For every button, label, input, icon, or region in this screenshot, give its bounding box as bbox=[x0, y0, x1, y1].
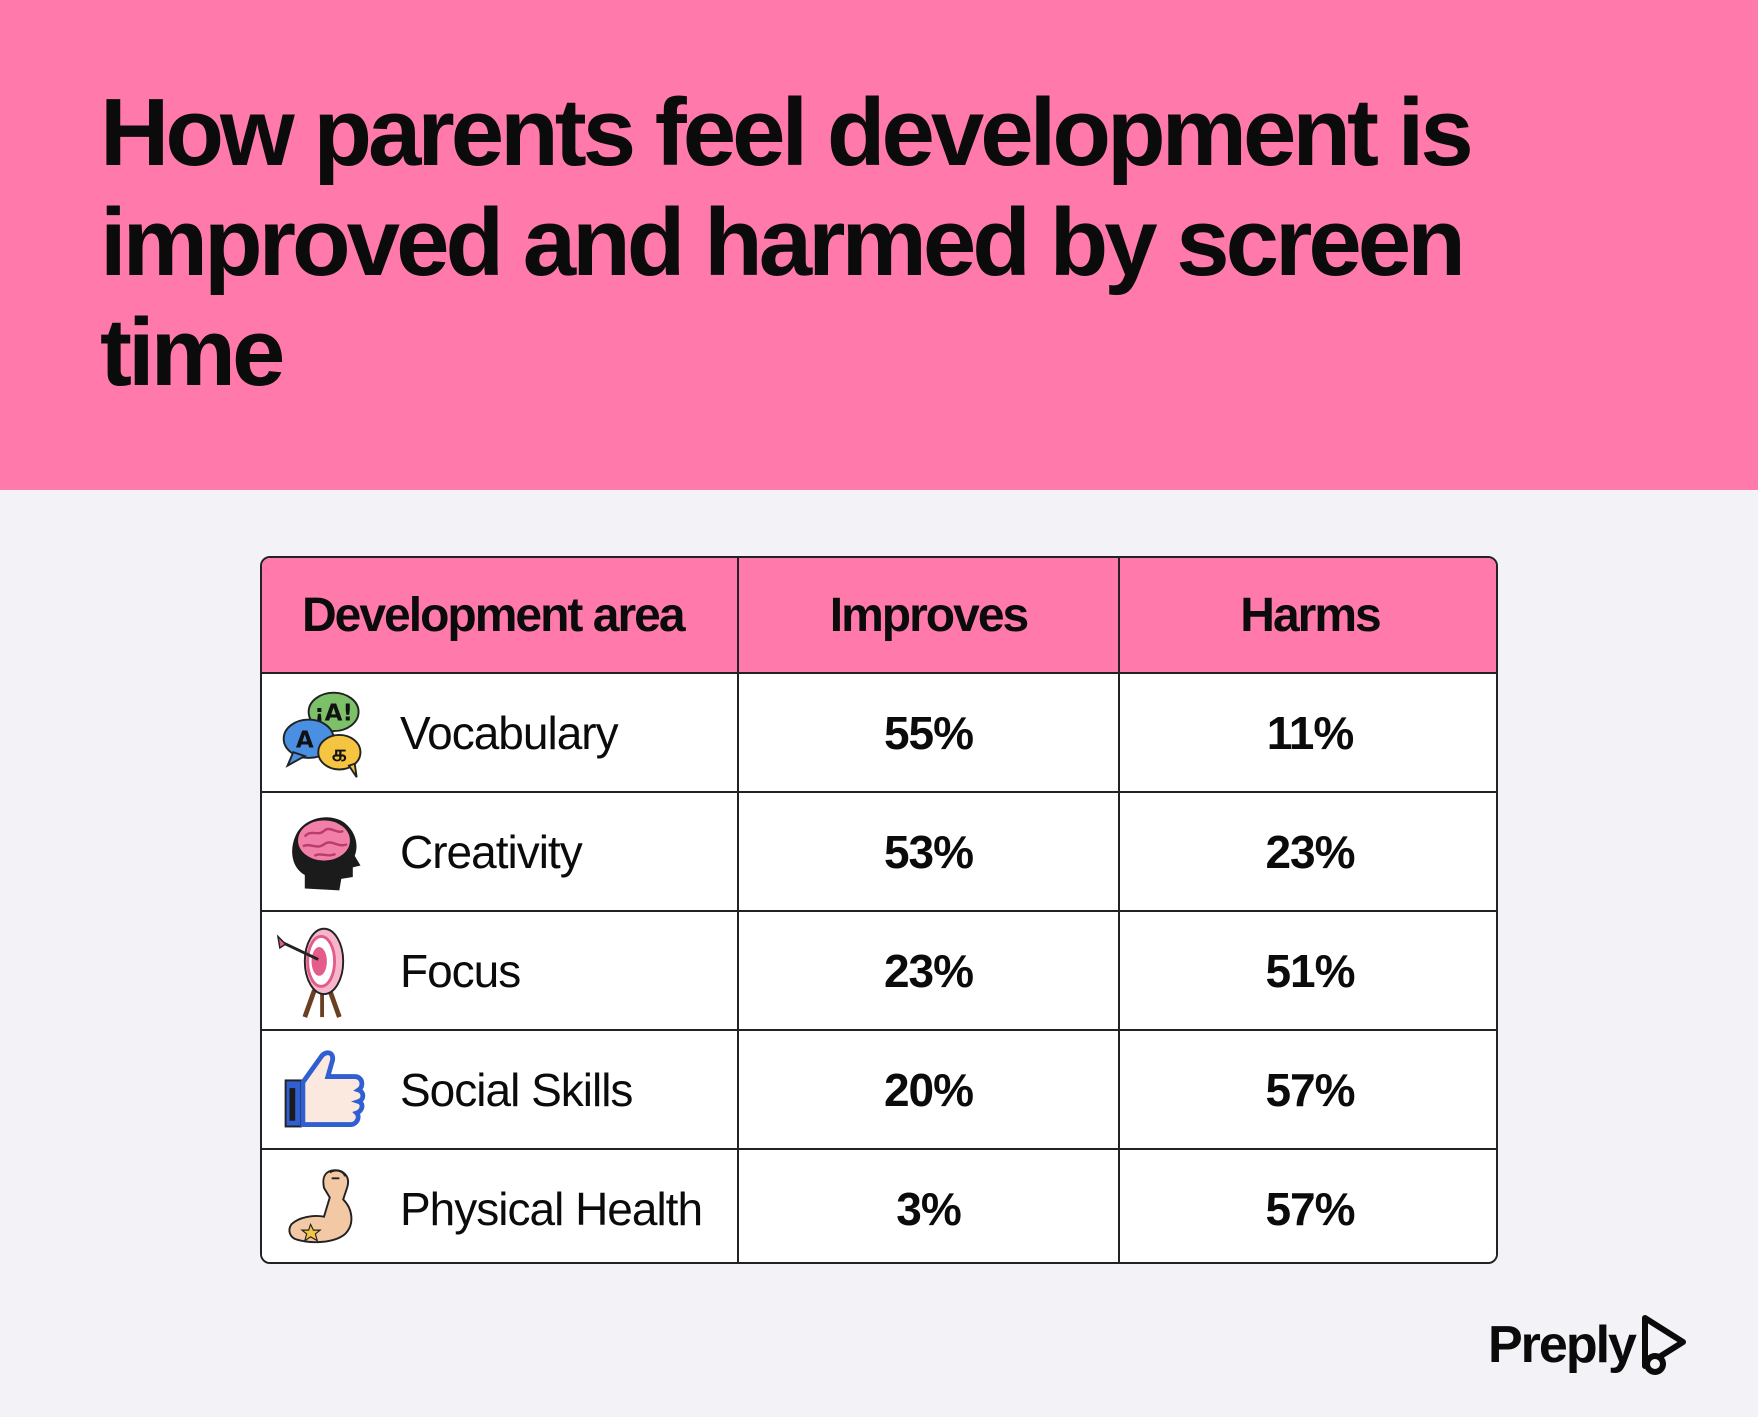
improves-value: 3% bbox=[737, 1148, 1120, 1262]
improves-value: 55% bbox=[737, 672, 1120, 793]
header-banner: How parents feel development is improved… bbox=[0, 0, 1758, 490]
table-row: Physical Health 3% 57% bbox=[262, 1148, 1496, 1262]
area-cell: Physical Health bbox=[262, 1148, 739, 1262]
improves-value: 53% bbox=[737, 791, 1120, 912]
column-header-improves: Improves bbox=[737, 558, 1120, 674]
harms-value: 11% bbox=[1118, 672, 1496, 793]
area-label: Vocabulary bbox=[400, 706, 619, 759]
table-row: Social Skills 20% 57% bbox=[262, 1029, 1496, 1150]
data-table: Development area Improves Harms ¡A! A bbox=[260, 556, 1498, 1264]
harms-value: 57% bbox=[1118, 1148, 1496, 1262]
svg-text:க: க bbox=[332, 740, 347, 766]
logo-text: Preply bbox=[1488, 1316, 1637, 1374]
svg-text:A: A bbox=[296, 727, 314, 753]
harms-value: 23% bbox=[1118, 791, 1496, 912]
column-header-area: Development area bbox=[262, 558, 739, 674]
area-label: Physical Health bbox=[400, 1182, 703, 1235]
table-row: Focus 23% 51% bbox=[262, 910, 1496, 1031]
preply-logo-mark-icon bbox=[1641, 1315, 1686, 1375]
thumbs-up-icon bbox=[284, 1049, 366, 1127]
target-arrow-icon bbox=[276, 927, 345, 1018]
improves-value: 23% bbox=[737, 910, 1120, 1031]
area-label: Creativity bbox=[400, 825, 583, 878]
column-header-harms: Harms bbox=[1118, 558, 1496, 674]
area-label: Focus bbox=[400, 944, 521, 997]
flexed-bicep-icon bbox=[288, 1168, 353, 1243]
table-row: Creativity 53% 23% bbox=[262, 791, 1496, 912]
area-cell: Social Skills bbox=[262, 1029, 739, 1150]
area-cell: Focus bbox=[262, 910, 739, 1031]
area-cell: Creativity bbox=[262, 791, 739, 912]
table-row: ¡A! A க Vocabulary 55% 11% bbox=[262, 672, 1496, 793]
area-cell: ¡A! A க Vocabulary bbox=[262, 672, 739, 793]
page-title: How parents feel development is improved… bbox=[100, 79, 1474, 406]
speech-bubbles-icon: ¡A! A க bbox=[282, 691, 362, 778]
improves-value: 20% bbox=[737, 1029, 1120, 1150]
preply-logo: Preply bbox=[1488, 1305, 1689, 1385]
table-header-row: Development area Improves Harms bbox=[262, 558, 1496, 674]
brain-head-icon bbox=[292, 816, 361, 890]
area-label: Social Skills bbox=[400, 1063, 633, 1116]
harms-value: 51% bbox=[1118, 910, 1496, 1031]
harms-value: 57% bbox=[1118, 1029, 1496, 1150]
